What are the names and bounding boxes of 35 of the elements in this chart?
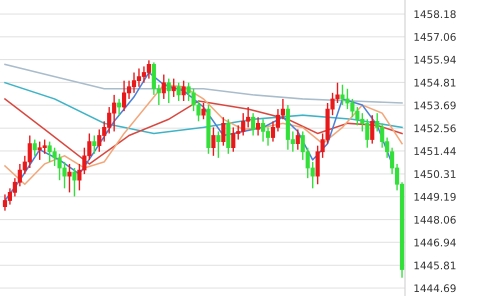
candlestick (296, 128, 300, 150)
candlestick (221, 116, 226, 146)
y-tick-label: 1451.44 (414, 147, 456, 156)
y-tick-label: 1446.94 (414, 238, 456, 246)
line-series (4, 84, 403, 186)
y-tick-label: 1452.56 (414, 124, 456, 132)
candlestick (176, 82, 181, 102)
candlestick (166, 78, 171, 104)
candlestick (117, 98, 122, 116)
y-tick-label: 1457.06 (414, 33, 456, 41)
y-tick-label: 1450.31 (414, 170, 456, 178)
candlestick (172, 78, 176, 98)
candlestick (67, 163, 72, 194)
candlestick (216, 130, 220, 159)
y-tick-label: 1458.18 (414, 10, 456, 18)
line-series (4, 82, 403, 134)
y-tick-label: 1449.19 (414, 192, 456, 201)
candlestick (32, 138, 37, 157)
candlestick (92, 134, 96, 154)
y-tick-label: 1453.69 (414, 101, 456, 110)
line-series (4, 64, 403, 104)
y-tick-label: 1444.69 (414, 284, 456, 292)
line-series (4, 98, 403, 165)
y-tick-label: 1455.94 (414, 56, 456, 64)
candlestick (72, 167, 77, 198)
candlestick (201, 102, 206, 120)
y-tick-label: 1448.06 (414, 216, 456, 224)
candlestick (256, 116, 260, 136)
candlestick (211, 126, 216, 157)
y-tick-label: 1454.81 (414, 78, 456, 87)
candlestick (162, 74, 166, 100)
candlestick (182, 80, 186, 102)
y-tick-label: 1445.81 (414, 262, 456, 270)
candlestick (370, 114, 374, 144)
candlestick (251, 112, 256, 136)
